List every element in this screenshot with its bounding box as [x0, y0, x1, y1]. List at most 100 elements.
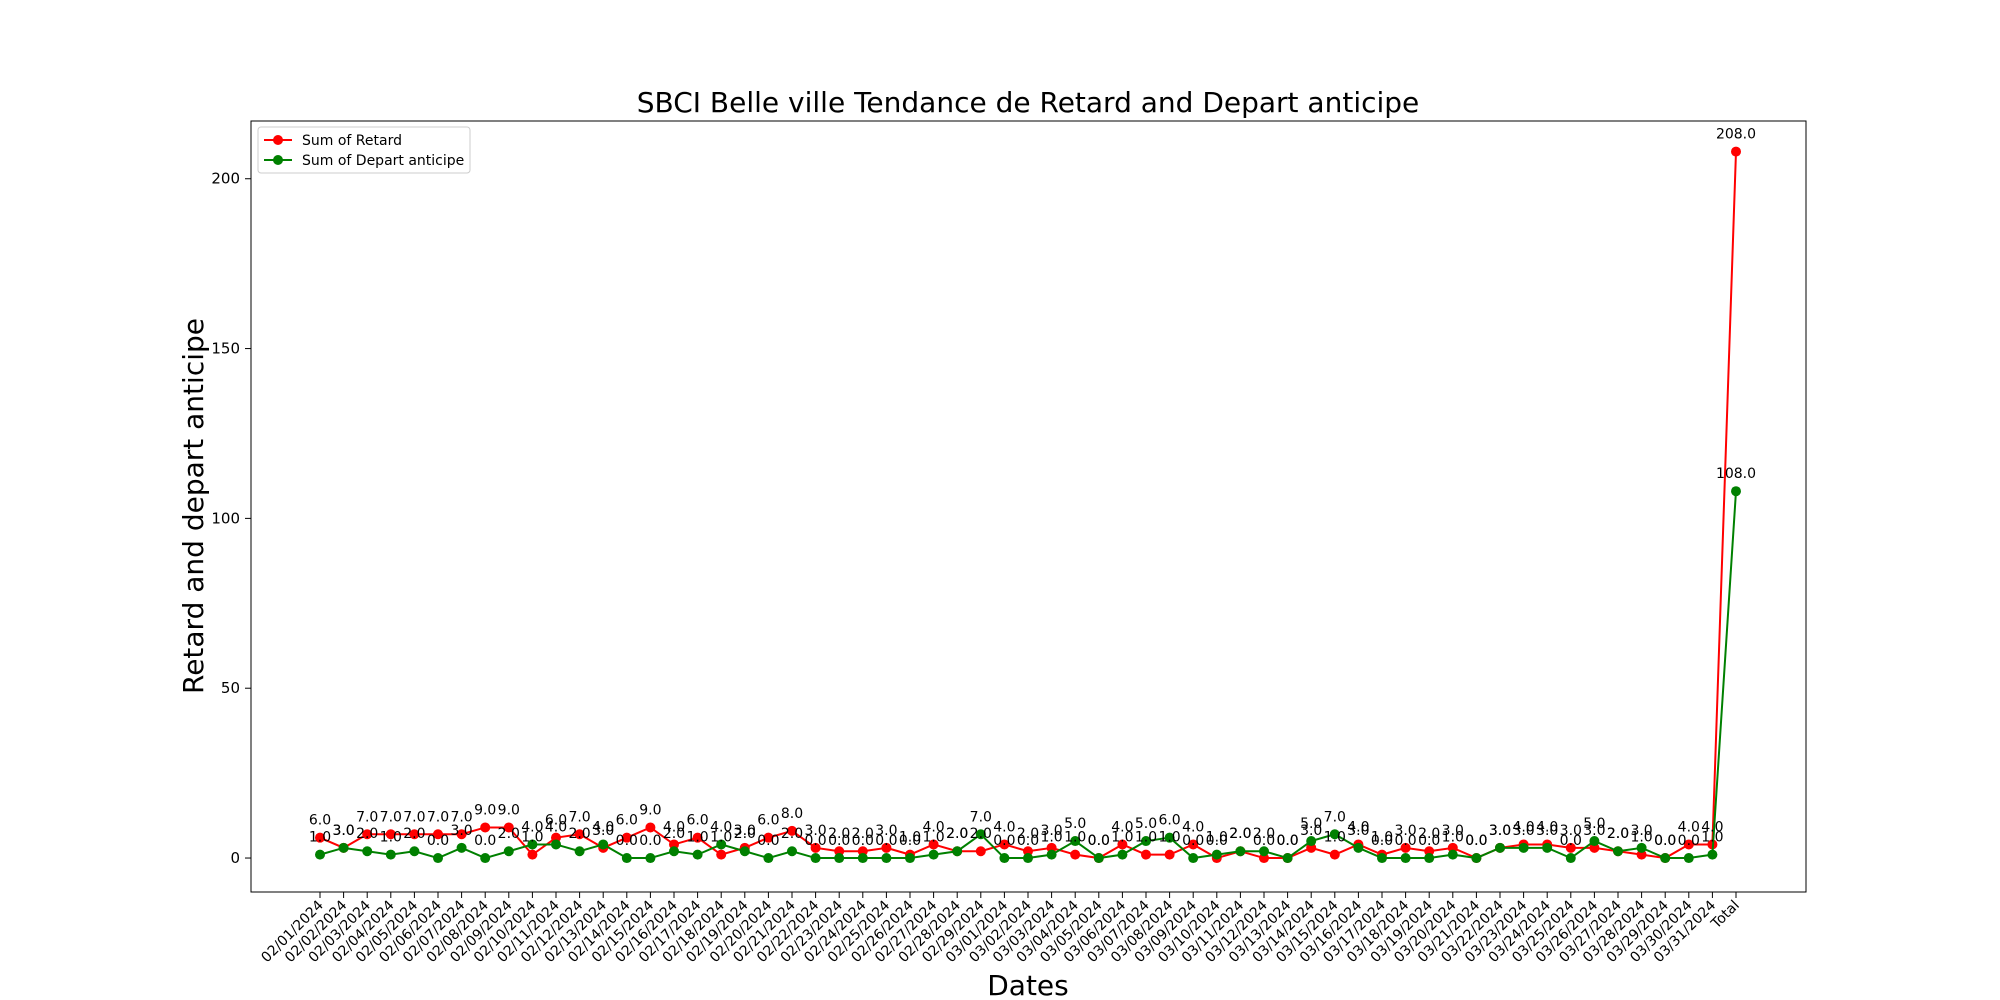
- data-point-depart-anticipe: [1070, 836, 1081, 847]
- data-label-retard: 7.0: [450, 809, 472, 825]
- data-point-depart-anticipe: [1306, 836, 1317, 847]
- data-label-retard: 1.0: [1135, 830, 1157, 846]
- data-label-depart-anticipe: 0.0: [616, 833, 638, 849]
- data-label-retard: 2.0: [1418, 826, 1440, 842]
- data-label-depart-anticipe: 3.0: [1536, 823, 1558, 839]
- data-label-retard: 0.0: [1465, 833, 1487, 849]
- data-label-depart-anticipe: 2.0: [498, 826, 520, 842]
- data-point-depart-anticipe: [1282, 853, 1293, 864]
- data-point-depart-anticipe: [905, 853, 915, 864]
- data-point-retard: [810, 842, 821, 853]
- data-point-depart-anticipe: [1636, 842, 1647, 853]
- data-point-depart-anticipe: [834, 853, 845, 864]
- y-tick-label: 50: [221, 679, 240, 697]
- data-label-retard: 0.0: [1206, 833, 1228, 849]
- data-point-retard: [362, 829, 373, 840]
- data-point-depart-anticipe: [1731, 486, 1741, 497]
- data-point-depart-anticipe: [645, 853, 656, 864]
- data-label-retard: 4.0: [922, 819, 944, 835]
- data-label-retard: 0.0: [1253, 833, 1275, 849]
- data-point-depart-anticipe: [1093, 853, 1104, 864]
- data-point-depart-anticipe: [1683, 853, 1694, 864]
- data-label-depart-anticipe: 2.0: [1253, 826, 1275, 842]
- data-label-depart-anticipe: 0.0: [1418, 833, 1440, 849]
- data-label-retard: 2.0: [970, 826, 992, 842]
- y-tick-label: 150: [211, 340, 240, 358]
- data-label-depart-anticipe: 6.0: [1158, 813, 1180, 829]
- data-point-depart-anticipe: [1377, 853, 1387, 864]
- data-label-retard: 2.0: [828, 826, 850, 842]
- data-label-depart-anticipe: 0.0: [1560, 833, 1582, 849]
- data-label-retard: 3.0: [734, 823, 756, 839]
- data-label-retard: 4.0: [1347, 819, 1369, 835]
- data-point-retard: [480, 822, 491, 833]
- data-point-depart-anticipe: [1046, 849, 1057, 860]
- data-point-depart-anticipe: [787, 846, 797, 857]
- data-point-depart-anticipe: [975, 829, 986, 840]
- data-label-retard: 4.0: [1701, 819, 1723, 835]
- data-label-depart-anticipe: 0.0: [875, 833, 897, 849]
- data-label-retard: 0.0: [1088, 833, 1110, 849]
- data-point-depart-anticipe: [1542, 842, 1553, 853]
- legend-label-depart-anticipe: Sum of Depart anticipe: [302, 153, 464, 169]
- data-label-retard: 3.0: [875, 823, 897, 839]
- data-point-depart-anticipe: [1188, 853, 1199, 864]
- y-tick-label: 0: [230, 849, 240, 867]
- data-label-retard: 4.0: [1182, 819, 1204, 835]
- data-label-depart-anticipe: 5.0: [1064, 816, 1086, 832]
- data-point-retard: [692, 832, 703, 843]
- data-label-retard: 1.0: [1371, 830, 1393, 846]
- data-label-retard: 8.0: [781, 806, 803, 822]
- data-point-retard: [456, 829, 467, 840]
- data-point-depart-anticipe: [1400, 853, 1411, 864]
- data-point-depart-anticipe: [669, 846, 679, 857]
- data-point-retard: [1683, 839, 1694, 850]
- data-label-depart-anticipe: 1.0: [1701, 830, 1723, 846]
- data-point-depart-anticipe: [338, 842, 349, 853]
- y-axis-label: Retard and depart anticipe: [177, 318, 210, 694]
- data-point-depart-anticipe: [1447, 849, 1458, 860]
- data-label-retard: 3.0: [592, 823, 614, 839]
- data-point-retard: [763, 832, 774, 843]
- data-label-depart-anticipe: 2.0: [734, 826, 756, 842]
- data-labels: 6.03.07.0 7.0 7.0 7.0 7.0 9.0 9.01.06.0 7.03.06…: [309, 127, 1756, 849]
- data-point-depart-anticipe: [1023, 853, 1033, 864]
- data-point-retard: [385, 829, 396, 840]
- data-label-depart-anticipe: 1.0: [1111, 830, 1133, 846]
- data-label-depart-anticipe: 3.0: [332, 823, 354, 839]
- data-label-retard: 1.0: [1064, 830, 1086, 846]
- data-label-depart-anticipe: 1.0: [686, 830, 708, 846]
- data-point-depart-anticipe: [1707, 849, 1718, 860]
- x-axis: 02/01/202402/02/202402/03/202402/04/2024…: [258, 892, 1743, 966]
- data-point-depart-anticipe: [928, 849, 939, 860]
- data-point-depart-anticipe: [1589, 836, 1600, 847]
- data-point-depart-anticipe: [1117, 849, 1128, 860]
- data-label-retard: 4.0: [1536, 819, 1558, 835]
- data-label-retard: 2.0: [1607, 826, 1629, 842]
- data-point-retard: [621, 832, 632, 843]
- data-point-depart-anticipe: [527, 839, 538, 850]
- data-label-depart-anticipe: 1.0: [380, 830, 402, 846]
- data-label-depart-anticipe: 0.0: [757, 833, 779, 849]
- data-label-retard: 1.0: [710, 830, 732, 846]
- data-point-depart-anticipe: [716, 839, 727, 850]
- data-label-depart-anticipe: 5.0: [1135, 816, 1157, 832]
- data-label-retard: 4.0: [1111, 819, 1133, 835]
- data-label-retard: 3.0: [1300, 823, 1322, 839]
- data-label-retard: 2.0: [946, 826, 968, 842]
- x-axis-label: Dates: [987, 969, 1069, 1000]
- data-label-depart-anticipe: 0.0: [1394, 833, 1416, 849]
- data-label-retard: 0.0: [1276, 833, 1298, 849]
- data-label-retard: 1.0: [521, 830, 543, 846]
- data-label-depart-anticipe: 0.0: [804, 833, 826, 849]
- data-point-depart-anticipe: [1613, 846, 1623, 857]
- data-point-depart-anticipe: [621, 853, 632, 864]
- data-point-retard: [409, 829, 420, 840]
- data-label-retard: 3.0: [1040, 823, 1062, 839]
- chart-title: SBCI Belle ville Tendance de Retard and …: [637, 86, 1420, 119]
- data-label-depart-anticipe: 0.0: [993, 833, 1015, 849]
- data-label-retard: 3.0: [1560, 823, 1582, 839]
- data-point-depart-anticipe: [1211, 849, 1222, 860]
- data-point-depart-anticipe: [810, 853, 821, 864]
